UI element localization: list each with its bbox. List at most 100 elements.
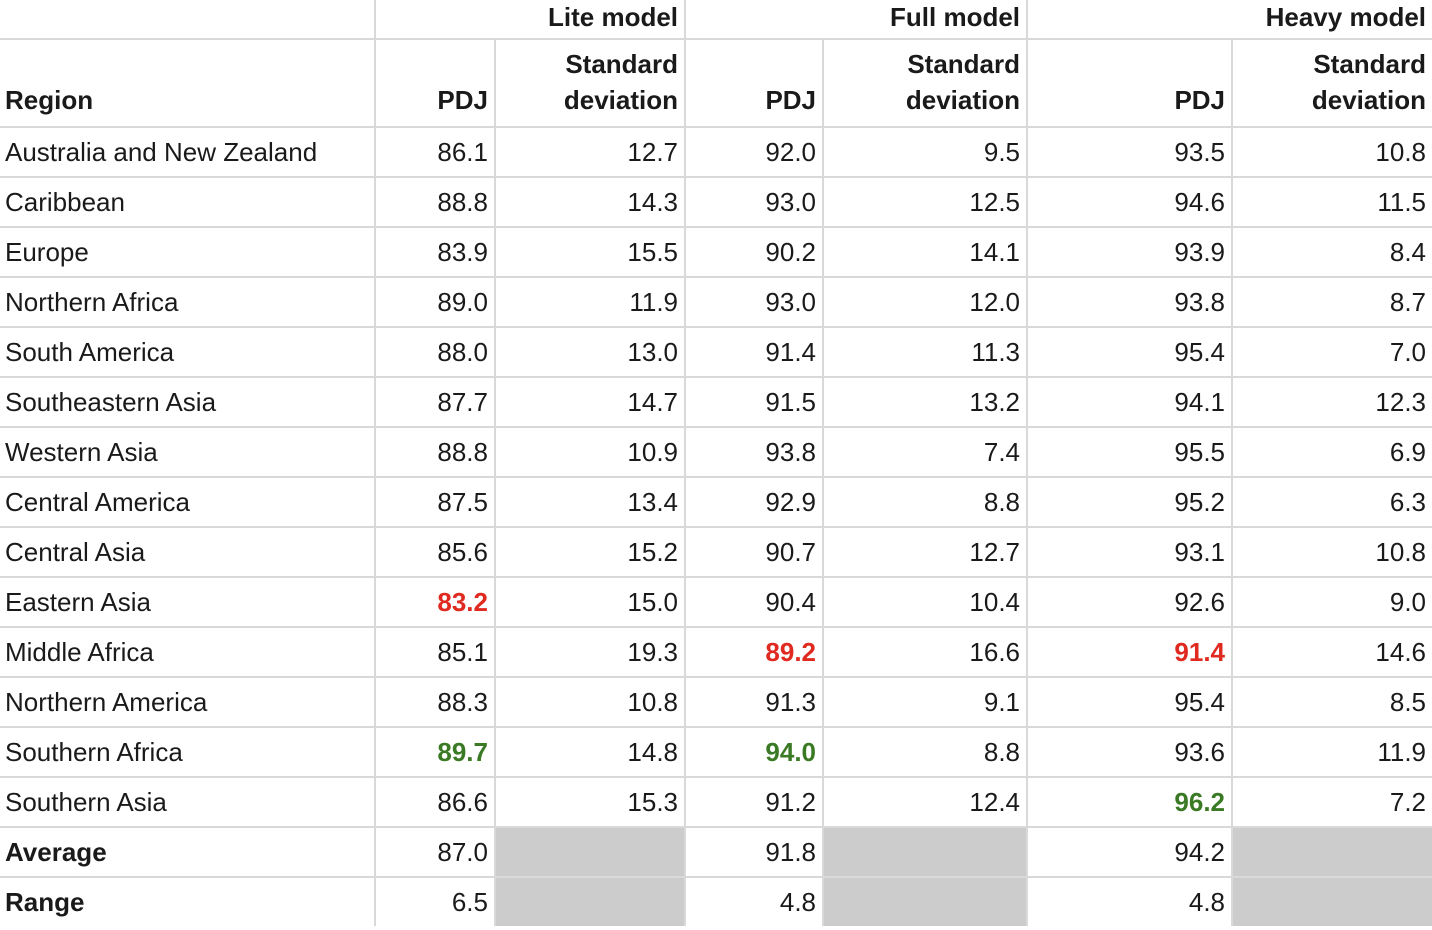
cell-lite-pdj: 88.3 bbox=[374, 676, 496, 728]
table-row: Central America 87.5 13.4 92.9 8.8 95.2 6.3 bbox=[0, 476, 1432, 528]
cell-heavy-std: 6.3 bbox=[1231, 476, 1432, 528]
table-row: Europe 83.9 15.5 90.2 14.1 93.9 8.4 bbox=[0, 226, 1432, 278]
cell-lite-std: 12.7 bbox=[493, 126, 687, 178]
table-row: Southeastern Asia 87.7 14.7 91.5 13.2 94.1 12.… bbox=[0, 376, 1432, 428]
cell-full-pdj: 90.4 bbox=[684, 576, 825, 628]
cell-full-pdj: 91.5 bbox=[684, 376, 825, 428]
cell-lite-std: 14.8 bbox=[493, 726, 687, 778]
table-row: Western Asia 88.8 10.9 93.8 7.4 95.5 6.9 bbox=[0, 426, 1432, 478]
cell-full-std: 11.3 bbox=[822, 326, 1029, 378]
region-cell: Central Asia bbox=[0, 526, 376, 578]
cell-heavy-pdj: 95.2 bbox=[1026, 476, 1234, 528]
region-cell: Northern America bbox=[0, 676, 376, 728]
cell-heavy-std: 7.0 bbox=[1231, 326, 1432, 378]
cell-lite-pdj: 88.0 bbox=[374, 326, 496, 378]
table-row: Northern Africa 89.0 11.9 93.0 12.0 93.8 8.7 bbox=[0, 276, 1432, 328]
cell-full-std: 9.5 bbox=[822, 126, 1029, 178]
cell-full-pdj: 90.7 bbox=[684, 526, 825, 578]
region-cell: Southern Africa bbox=[0, 726, 376, 778]
group-header-full: Full model bbox=[684, 0, 1029, 40]
cell-heavy-pdj: 93.9 bbox=[1026, 226, 1234, 278]
region-cell: Eastern Asia bbox=[0, 576, 376, 628]
cell-heavy-pdj: 91.4 bbox=[1026, 626, 1234, 678]
cell-full-pdj: 92.0 bbox=[684, 126, 825, 178]
cell-full-std: 7.4 bbox=[822, 426, 1029, 478]
cell-lite-std: 13.0 bbox=[493, 326, 687, 378]
cell-heavy-pdj: 93.6 bbox=[1026, 726, 1234, 778]
group-header-heavy: Heavy model bbox=[1026, 0, 1432, 40]
cell-heavy-pdj: 94.1 bbox=[1026, 376, 1234, 428]
cell-full-std: 14.1 bbox=[822, 226, 1029, 278]
cell-heavy-std: 9.0 bbox=[1231, 576, 1432, 628]
region-cell: Middle Africa bbox=[0, 626, 376, 678]
cell-heavy-pdj: 95.5 bbox=[1026, 426, 1234, 478]
cell-lite-pdj: 89.0 bbox=[374, 276, 496, 328]
empty-cell bbox=[1231, 826, 1432, 878]
cell-lite-pdj: 88.8 bbox=[374, 176, 496, 228]
cell-heavy-pdj: 93.8 bbox=[1026, 276, 1234, 328]
region-cell: Northern Africa bbox=[0, 276, 376, 328]
group-header-lite: Lite model bbox=[373, 0, 687, 40]
cell-heavy-std: 8.5 bbox=[1231, 676, 1432, 728]
region-cell: Southern Asia bbox=[0, 776, 376, 828]
cell-lite-pdj: 87.7 bbox=[374, 376, 496, 428]
cell-full-std: 12.5 bbox=[822, 176, 1029, 228]
empty-cell bbox=[493, 826, 687, 878]
summary-row: Range 6.5 4.8 4.8 bbox=[0, 876, 1432, 926]
cell-full-pdj: 93.0 bbox=[684, 176, 825, 228]
cell-lite-std: 10.8 bbox=[493, 676, 687, 728]
column-header-std: Standard deviation bbox=[822, 38, 1029, 128]
cell-lite-pdj: 88.8 bbox=[374, 426, 496, 478]
cell-full-std: 8.8 bbox=[822, 476, 1029, 528]
cell-full-std: 12.4 bbox=[822, 776, 1029, 828]
empty-cell bbox=[1231, 876, 1432, 926]
cell-heavy-pdj: 95.4 bbox=[1026, 676, 1234, 728]
cell-lite-std: 15.2 bbox=[493, 526, 687, 578]
cell-full-std: 9.1 bbox=[822, 676, 1029, 728]
summary-value: 91.8 bbox=[684, 826, 825, 878]
cell-heavy-pdj: 94.6 bbox=[1026, 176, 1234, 228]
empty-cell bbox=[822, 876, 1029, 926]
table-row: Southern Asia 86.6 15.3 91.2 12.4 96.2 7.2 bbox=[0, 776, 1432, 828]
summary-row: Average 87.0 91.8 94.2 bbox=[0, 826, 1432, 878]
cell-heavy-std: 10.8 bbox=[1231, 126, 1432, 178]
cell-heavy-std: 7.2 bbox=[1231, 776, 1432, 828]
cell-heavy-pdj: 93.5 bbox=[1026, 126, 1234, 178]
cell-lite-std: 14.7 bbox=[493, 376, 687, 428]
cell-lite-pdj: 85.6 bbox=[374, 526, 496, 578]
summary-label: Range bbox=[0, 876, 376, 926]
cell-heavy-pdj: 92.6 bbox=[1026, 576, 1234, 628]
cell-heavy-std: 14.6 bbox=[1231, 626, 1432, 678]
table-row: Central Asia 85.6 15.2 90.7 12.7 93.1 10.8 bbox=[0, 526, 1432, 578]
cell-full-std: 8.8 bbox=[822, 726, 1029, 778]
cell-heavy-std: 12.3 bbox=[1231, 376, 1432, 428]
cell-heavy-std: 6.9 bbox=[1231, 426, 1432, 478]
cell-lite-pdj: 86.6 bbox=[374, 776, 496, 828]
cell-lite-pdj: 83.2 bbox=[374, 576, 496, 628]
cell-full-pdj: 91.3 bbox=[684, 676, 825, 728]
cell-lite-std: 15.3 bbox=[493, 776, 687, 828]
empty-cell bbox=[493, 876, 687, 926]
cell-heavy-std: 8.7 bbox=[1231, 276, 1432, 328]
column-header-pdj: PDJ bbox=[374, 38, 496, 128]
cell-full-pdj: 90.2 bbox=[684, 226, 825, 278]
region-cell: Europe bbox=[0, 226, 376, 278]
cell-heavy-pdj: 95.4 bbox=[1026, 326, 1234, 378]
cell-full-pdj: 91.4 bbox=[684, 326, 825, 378]
table-row: Australia and New Zealand 86.1 12.7 92.0 9.5… bbox=[0, 126, 1432, 178]
region-cell: Southeastern Asia bbox=[0, 376, 376, 428]
cell-heavy-std: 11.5 bbox=[1231, 176, 1432, 228]
cell-lite-std: 15.0 bbox=[493, 576, 687, 628]
column-header-region: Region bbox=[0, 38, 376, 128]
cell-lite-std: 11.9 bbox=[493, 276, 687, 328]
header-row-columns: Region PDJ Standard deviation PDJ Standa… bbox=[0, 38, 1432, 128]
cell-lite-std: 15.5 bbox=[493, 226, 687, 278]
cell-full-std: 12.0 bbox=[822, 276, 1029, 328]
table-row: Northern America 88.3 10.8 91.3 9.1 95.4 8.5 bbox=[0, 676, 1432, 728]
cell-full-pdj: 94.0 bbox=[684, 726, 825, 778]
summary-value: 6.5 bbox=[374, 876, 496, 926]
header-corner bbox=[0, 0, 376, 39]
cell-full-pdj: 92.9 bbox=[684, 476, 825, 528]
cell-full-std: 16.6 bbox=[822, 626, 1029, 678]
cell-lite-std: 10.9 bbox=[493, 426, 687, 478]
